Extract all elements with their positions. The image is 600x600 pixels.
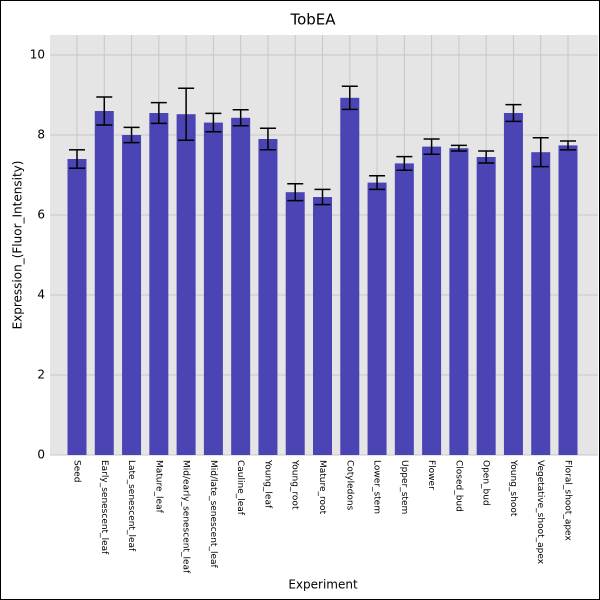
bar	[531, 152, 551, 455]
bar	[94, 111, 114, 455]
bar	[394, 163, 414, 455]
x-tick-label: Young_root	[290, 459, 300, 510]
x-tick-label: Early_senescent_leaf	[99, 460, 109, 555]
y-tick-label: 10	[30, 48, 45, 62]
bar	[422, 146, 442, 455]
x-tick-label: Cauline_leaf	[235, 460, 245, 516]
y-tick-label: 0	[37, 448, 45, 462]
y-tick-label: 4	[37, 288, 45, 302]
bar	[203, 122, 223, 455]
bar	[176, 114, 196, 455]
x-tick-label: Floral_shoot_apex	[563, 460, 573, 541]
bar	[476, 157, 496, 455]
x-tick-label: Mid/late_senescent_leaf	[208, 460, 218, 569]
x-tick-label: Young_leaf	[262, 459, 272, 509]
x-tick-label: Cotyledons	[344, 460, 354, 511]
bar	[313, 197, 332, 455]
bar	[503, 113, 523, 455]
bar	[67, 159, 87, 455]
y-tick-label: 2	[37, 368, 45, 382]
x-tick-label: Flower	[426, 460, 436, 490]
x-tick-label: Upper_stem	[399, 460, 409, 514]
x-tick-label: Seed	[72, 460, 82, 483]
x-tick-label: Late_senescent_leaf	[126, 460, 136, 552]
x-tick-label: Open_bud	[481, 460, 491, 506]
bar	[258, 139, 278, 455]
x-axis-label: Experiment	[288, 578, 358, 592]
y-tick-label: 8	[37, 128, 45, 142]
x-tick-label: Vegetative_shoot_apex	[535, 460, 545, 565]
x-tick-label: Young_shoot	[508, 459, 518, 517]
y-axis-label: Expression_(Fluor_Intensity)	[11, 161, 25, 330]
x-tick-label: Mature_leaf	[153, 460, 163, 514]
bar	[231, 117, 251, 456]
bar	[558, 145, 578, 455]
bar	[285, 192, 305, 455]
x-tick-label: Mature_root	[317, 460, 327, 515]
bar	[449, 148, 469, 455]
x-tick-label: Mid/early_senescent_leaf	[181, 460, 191, 574]
bar	[367, 182, 387, 455]
x-tick-label: Closed_bud	[453, 460, 463, 512]
bar	[122, 135, 142, 455]
bar	[340, 97, 360, 456]
y-tick-label: 6	[37, 208, 45, 222]
chart-title: TobEA	[289, 11, 336, 29]
bar	[149, 113, 169, 455]
x-tick-label: Lower_stem	[372, 460, 382, 514]
